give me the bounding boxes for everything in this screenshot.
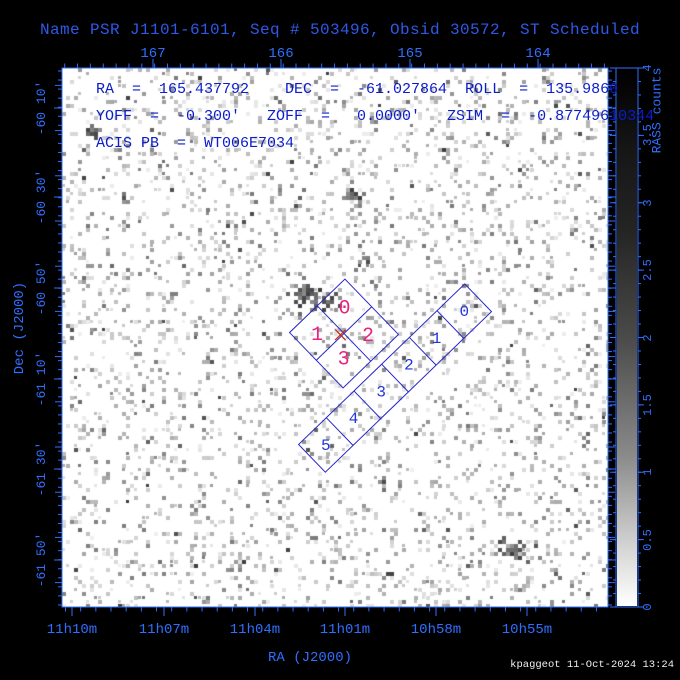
bottom-axis-label: 10h58m (410, 622, 462, 638)
sky-image-canvas[interactable] (62, 68, 608, 607)
top-axis-label: 167 (140, 46, 166, 62)
dec-axis-title: Dec (J2000) (12, 281, 28, 375)
bottom-axis-label: 11h04m (229, 622, 281, 638)
acis-s-divider (436, 310, 465, 339)
left-axis-label: -61 50' (34, 532, 49, 588)
top-axis-label: 166 (268, 46, 294, 62)
acis-s-divider (381, 363, 409, 393)
ra-axis-title: RA (J2000) (267, 650, 352, 666)
acis-s-divider (408, 337, 437, 366)
acis-s-divider (353, 390, 382, 419)
left-axis-label: -61 30' (34, 441, 49, 497)
top-axis-label: 165 (397, 46, 423, 62)
colorbar-tick-label: 0 (641, 603, 655, 611)
credit-text: kpaggeot 11-Oct-2024 13:24 (510, 659, 674, 671)
left-axis-label: -60 10' (34, 80, 49, 136)
colorbar-gradient (617, 69, 637, 606)
left-axis-label: -60 30' (34, 169, 49, 225)
aimpoint-x-marker (334, 329, 347, 341)
left-axis-label: -61 10' (34, 351, 49, 407)
top-axis-label: 164 (525, 46, 551, 62)
bottom-axis-label: 11h01m (319, 622, 371, 638)
bottom-axis-label: 11h10m (46, 622, 98, 638)
acis-i-divider (315, 306, 373, 361)
bottom-axis-label: 11h07m (138, 622, 190, 638)
acis-fov-overlay[interactable] (238, 222, 493, 473)
acis-s-divider (325, 417, 354, 446)
bottom-axis-label: 10h55m (501, 622, 553, 638)
page-title: Name PSR J1101-6101, Seq # 503496, Obsid… (39, 21, 641, 39)
left-axis-label: -60 50' (34, 260, 49, 316)
